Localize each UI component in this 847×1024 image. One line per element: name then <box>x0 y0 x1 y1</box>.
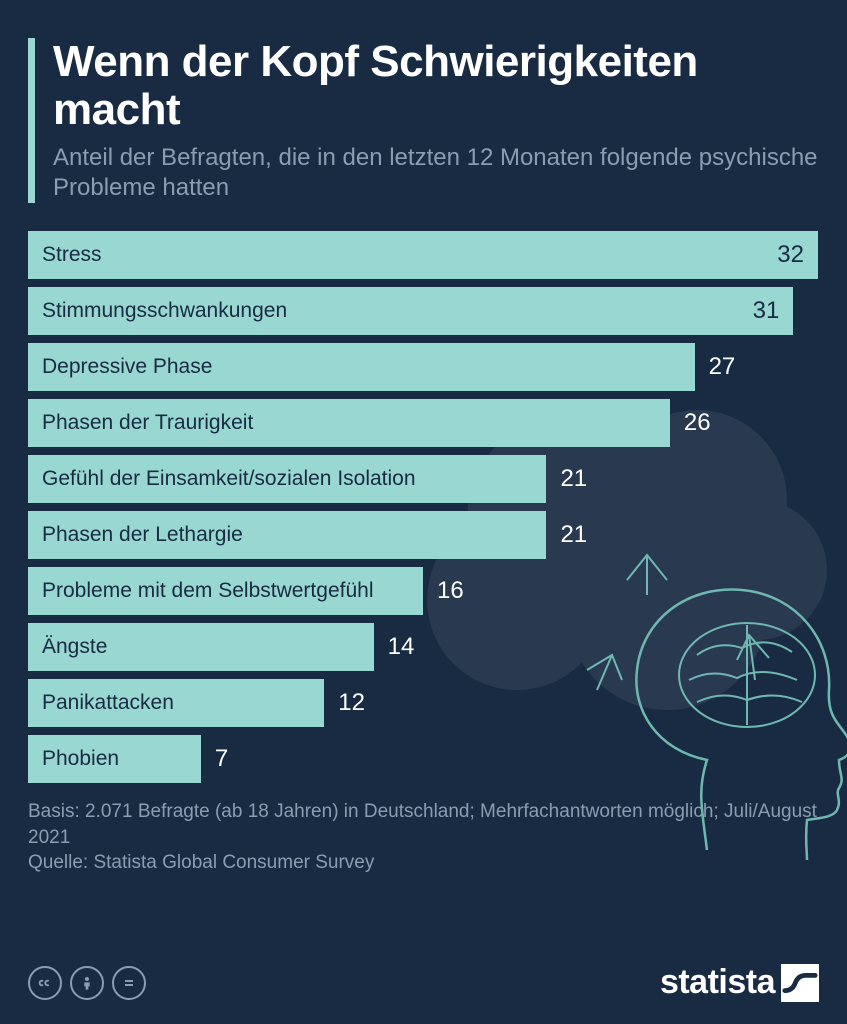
bar-value: 21 <box>560 465 587 493</box>
bar-label: Probleme mit dem Selbstwertgefühl <box>42 579 373 603</box>
bar-value: 32 <box>777 241 804 269</box>
bar-value: 27 <box>709 353 736 381</box>
bar-row: Phobien 7 <box>28 735 819 783</box>
footnote: Basis: 2.071 Befragte (ab 18 Jahren) in … <box>28 799 819 876</box>
bar-label: Depressive Phase <box>42 355 212 379</box>
bar-label: Stimmungsschwankungen <box>42 299 287 323</box>
bar-row: Stress 32 <box>28 231 819 279</box>
bar-row: Phasen der Traurigkeit 26 <box>28 399 819 447</box>
bar-label: Stress <box>42 243 102 267</box>
footnote-basis: Basis: 2.071 Befragte (ab 18 Jahren) in … <box>28 801 817 848</box>
bar-value: 21 <box>560 521 587 549</box>
bar: Phasen der Traurigkeit <box>28 399 670 447</box>
cc-icon <box>28 966 62 1000</box>
nd-icon <box>112 966 146 1000</box>
bar: Gefühl der Einsamkeit/sozialen Isolation <box>28 455 546 503</box>
bar: Phasen der Lethargie <box>28 511 546 559</box>
logo-text: statista <box>660 963 775 1002</box>
bar: Stress 32 <box>28 231 818 279</box>
statista-logo: statista <box>660 963 819 1002</box>
bar-label: Gefühl der Einsamkeit/sozialen Isolation <box>42 467 416 491</box>
bar-row: Ängste 14 <box>28 623 819 671</box>
bar-label: Phasen der Lethargie <box>42 523 243 547</box>
bar-row: Stimmungsschwankungen 31 <box>28 287 819 335</box>
bar: Ängste <box>28 623 374 671</box>
bar: Depressive Phase <box>28 343 695 391</box>
bar: Stimmungsschwankungen 31 <box>28 287 793 335</box>
bar-value: 14 <box>388 633 415 661</box>
by-icon <box>70 966 104 1000</box>
bar-chart: Stress 32 Stimmungsschwankungen 31 Depressiv… <box>28 231 819 783</box>
page-title: Wenn der Kopf Schwierigkeiten macht <box>53 38 819 133</box>
cc-license-icons <box>28 966 146 1000</box>
bar: Panikattacken <box>28 679 324 727</box>
bar-label: Phobien <box>42 747 119 771</box>
bar-row: Gefühl der Einsamkeit/sozialen Isolation… <box>28 455 819 503</box>
bar-row: Panikattacken 12 <box>28 679 819 727</box>
title-block: Wenn der Kopf Schwierigkeiten macht Ante… <box>28 38 819 203</box>
bar-label: Ängste <box>42 635 107 659</box>
bar-row: Probleme mit dem Selbstwertgefühl 16 <box>28 567 819 615</box>
bar-value: 16 <box>437 577 464 605</box>
bar-row: Phasen der Lethargie 21 <box>28 511 819 559</box>
bar-value: 7 <box>215 745 228 773</box>
footnote-source: Quelle: Statista Global Consumer Survey <box>28 852 374 873</box>
bar-value: 26 <box>684 409 711 437</box>
footer: statista <box>28 963 819 1002</box>
bar: Phobien <box>28 735 201 783</box>
bar-row: Depressive Phase 27 <box>28 343 819 391</box>
bar-label: Phasen der Traurigkeit <box>42 411 253 435</box>
bar-value: 12 <box>338 689 365 717</box>
bar-value: 31 <box>753 297 780 325</box>
statista-wave-icon <box>781 964 819 1002</box>
bar-label: Panikattacken <box>42 691 174 715</box>
page-subtitle: Anteil der Befragten, die in den letzten… <box>53 143 819 203</box>
bar: Probleme mit dem Selbstwertgefühl <box>28 567 423 615</box>
